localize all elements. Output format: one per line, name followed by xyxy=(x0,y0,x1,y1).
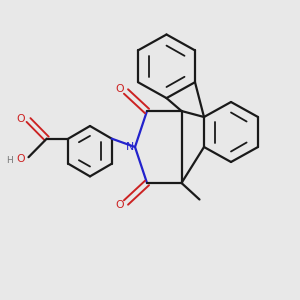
Text: O: O xyxy=(17,113,25,124)
Text: N: N xyxy=(125,142,134,152)
Text: H: H xyxy=(7,156,13,165)
Text: O: O xyxy=(17,154,25,164)
Text: O: O xyxy=(115,84,124,94)
Text: O: O xyxy=(115,200,124,210)
